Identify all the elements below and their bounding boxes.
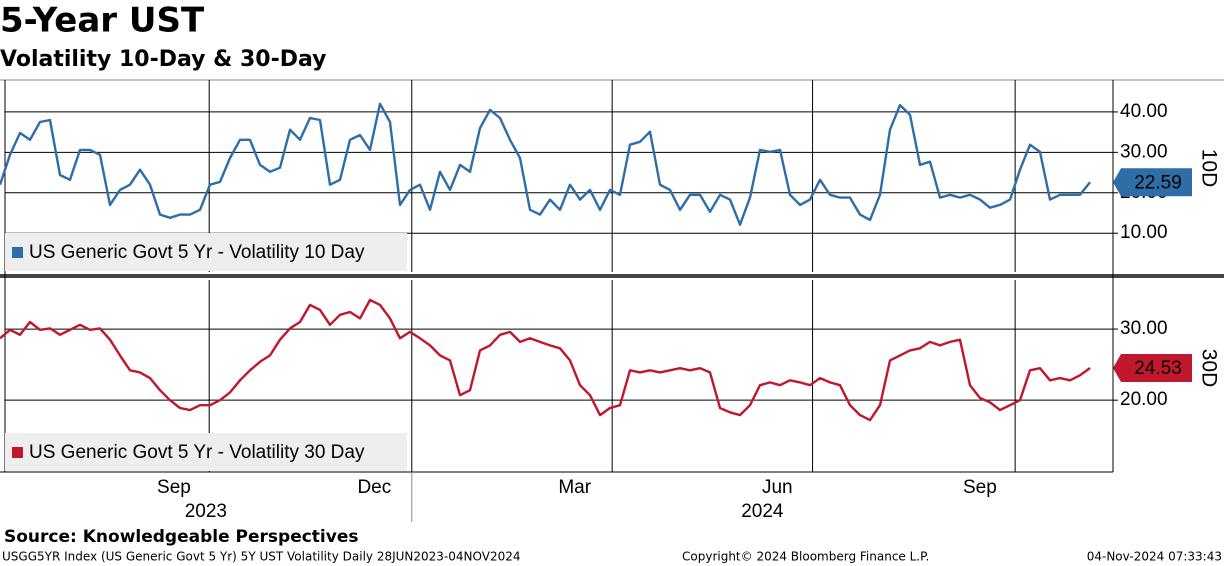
x-tick-label: Sep [157,477,191,498]
x-tick-label: Jun [762,477,793,498]
chart-subtitle: Volatility 10-Day & 30-Day [0,47,327,72]
y-tick-label: 30.00 [1120,141,1168,162]
y-tick-label: 40.00 [1120,101,1168,122]
legend-swatch [12,447,23,458]
last-value-label: 22.59 [1134,172,1182,193]
legend-swatch [12,247,23,258]
x-year-label: 2024 [741,501,784,522]
x-tick-label: Dec [357,477,391,498]
source: Source: Knowledgeable Perspectives [4,527,359,547]
last-value-tag [1113,168,1192,197]
series-line [0,102,1091,226]
legend-box [5,433,407,471]
y-tick-label: 30.00 [1120,318,1168,339]
x-year-label: 2023 [185,501,227,522]
chart-title: 5-Year UST [0,1,205,41]
x-tick-label: Mar [558,477,591,498]
footer-right: 04-Nov-2024 07:33:43 [1087,550,1222,564]
legend-label: US Generic Govt 5 Yr - Volatility 30 Day [29,442,365,463]
y-axis-label: 10D [1197,149,1220,188]
footer-left: USGG5YR Index (US Generic Govt 5 Yr) 5Y … [2,550,520,564]
series-line [0,298,1091,422]
last-value-label: 24.53 [1134,358,1182,379]
x-tick-label: Sep [963,477,997,498]
y-tick-label: 10.00 [1120,222,1168,243]
last-value-tag [1113,353,1192,382]
legend-box [5,233,407,271]
y-tick-label: 20.00 [1120,389,1168,410]
y-axis-label: 30D [1197,349,1220,388]
legend-label: US Generic Govt 5 Yr - Volatility 10 Day [29,242,365,263]
footer-center: Copyright© 2024 Bloomberg Finance L.P. [682,550,929,564]
